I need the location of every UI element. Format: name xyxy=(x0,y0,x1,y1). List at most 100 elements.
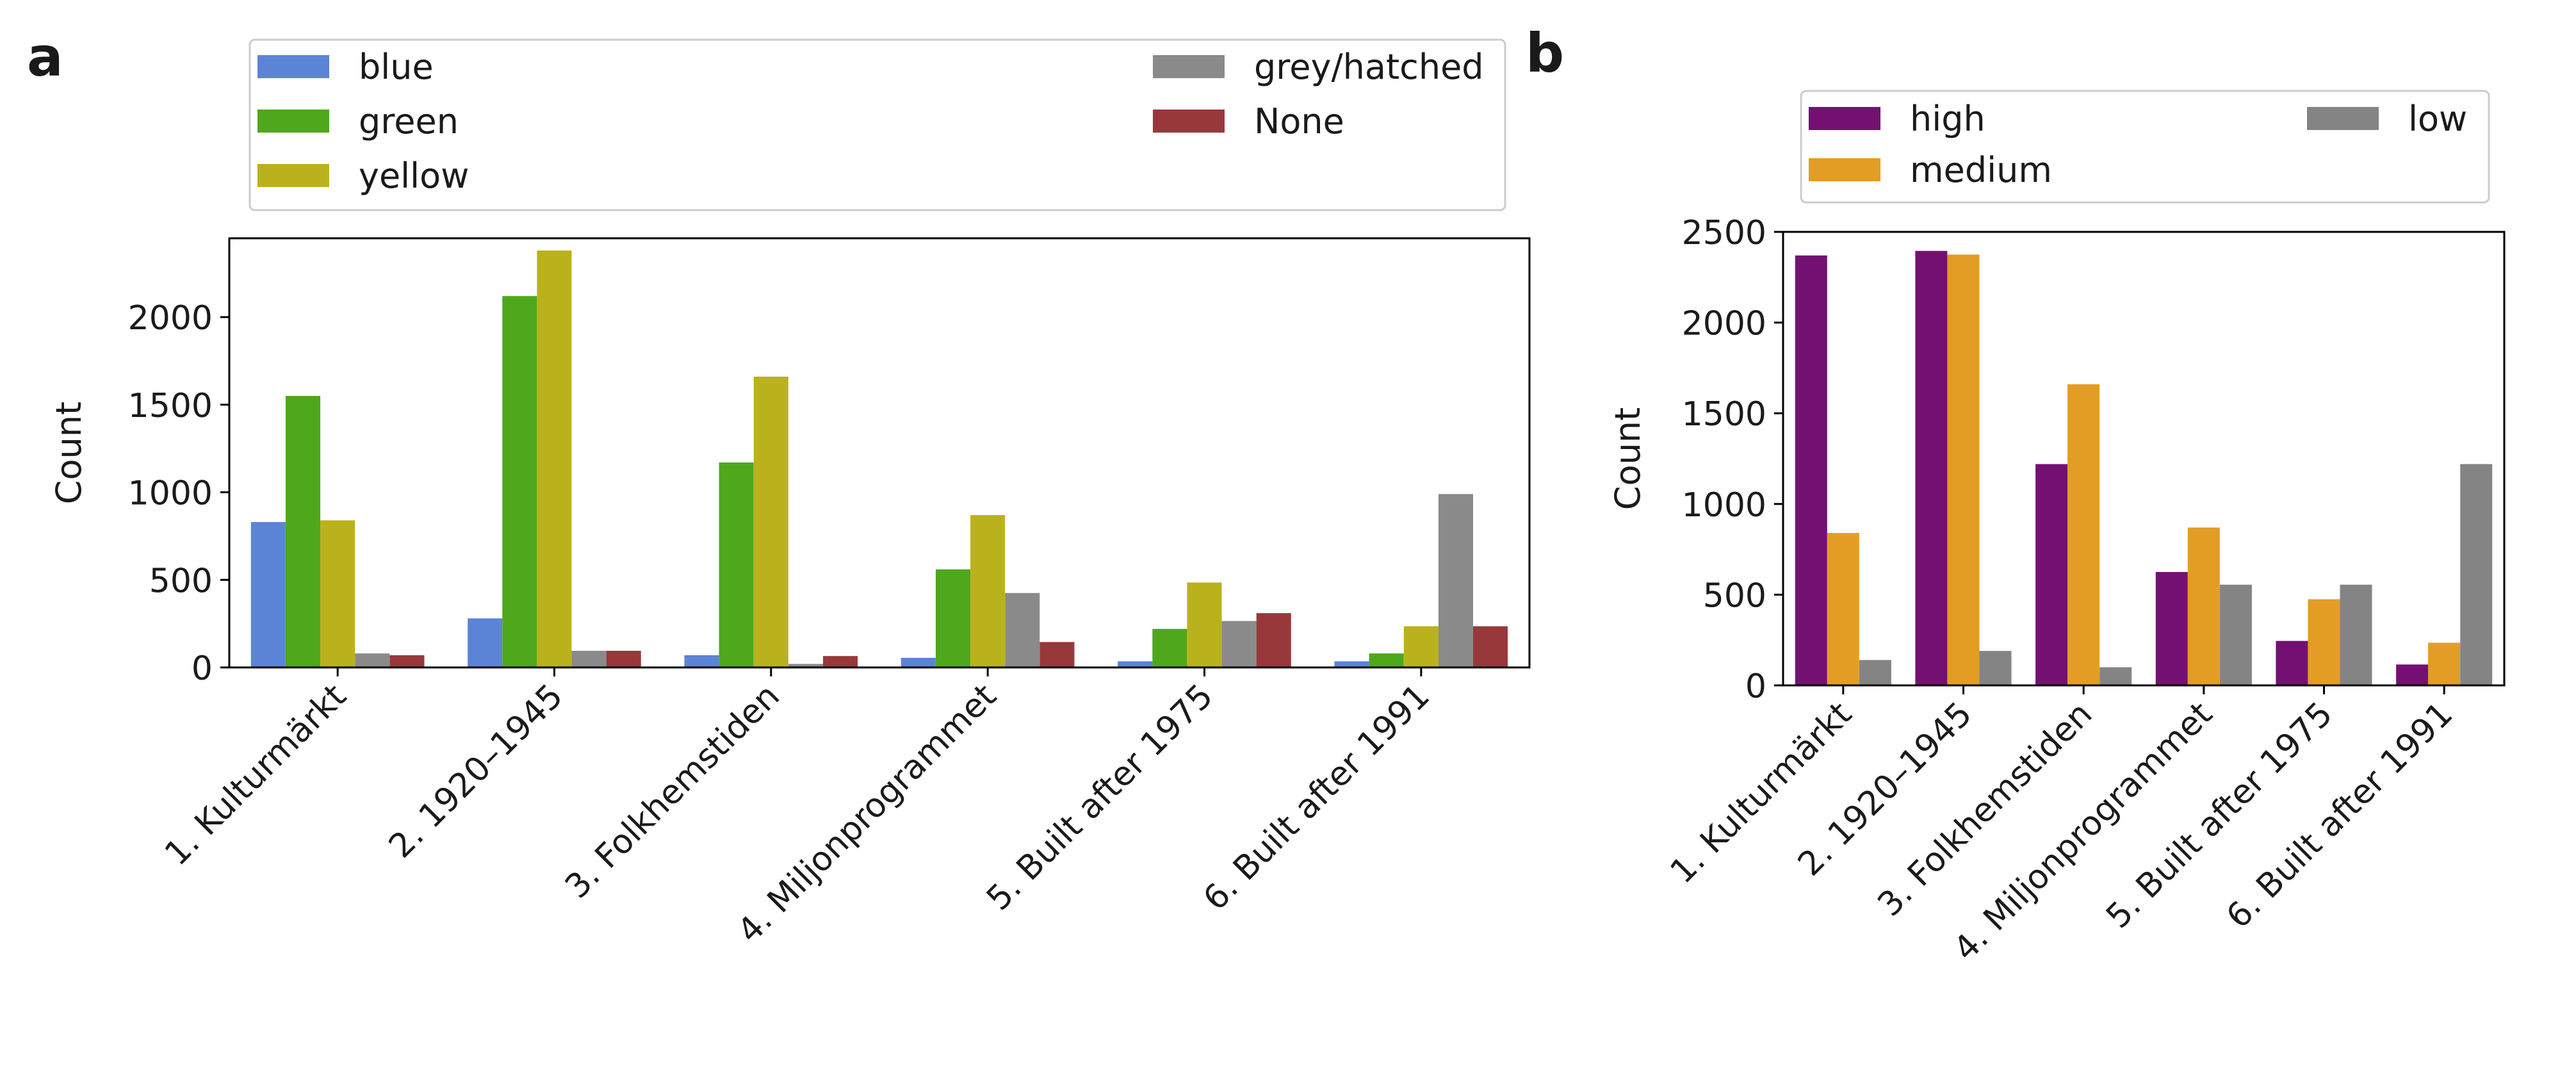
legend-item: medium xyxy=(1809,150,2052,190)
bar xyxy=(2276,641,2308,685)
bar xyxy=(719,462,754,667)
legend-swatch xyxy=(1809,107,1880,130)
bar xyxy=(1005,593,1040,667)
bar xyxy=(2396,664,2429,685)
y-tick-label: 500 xyxy=(1703,576,1766,615)
plot-frame xyxy=(1782,231,2506,687)
y-tick-label: 1000 xyxy=(1682,486,1766,525)
bar xyxy=(1827,533,1859,685)
series-none xyxy=(389,613,1508,667)
series-low xyxy=(1859,464,2493,685)
legend-swatch xyxy=(2307,107,2379,130)
bar xyxy=(936,569,971,667)
panel-letter: b xyxy=(1526,22,1564,85)
bar xyxy=(1187,582,1222,667)
legend-swatch xyxy=(257,110,329,133)
legend-box xyxy=(249,38,1506,211)
legend-item: green xyxy=(257,101,459,142)
bar xyxy=(684,655,719,667)
legend-swatch xyxy=(257,164,329,187)
x-tick-label: 6. Built after 1991 xyxy=(1196,677,1438,919)
x-tick-label: 5. Built after 1975 xyxy=(979,677,1221,919)
bar xyxy=(2099,667,2132,685)
bar xyxy=(2035,464,2068,685)
x-tick-label: 5. Built after 1975 xyxy=(2099,695,2340,936)
bar xyxy=(1473,626,1508,667)
bar xyxy=(537,250,572,668)
bar xyxy=(1221,621,1257,667)
legend-label: yellow xyxy=(359,156,469,196)
y-tick-label: 500 xyxy=(149,562,213,600)
bar xyxy=(286,396,321,667)
bar xyxy=(788,664,823,667)
bar xyxy=(1369,653,1404,667)
bar xyxy=(502,296,537,667)
bar xyxy=(389,655,425,667)
series-high xyxy=(1795,250,2429,685)
x-tick-label: 2. 1920–1945 xyxy=(382,677,571,866)
y-tick-label: 0 xyxy=(1745,667,1766,706)
bar xyxy=(571,651,607,667)
legend-item: None xyxy=(1153,101,1344,142)
series-blue xyxy=(250,522,1369,667)
bar xyxy=(823,656,858,667)
legend-swatch xyxy=(1153,110,1225,133)
legend-label: None xyxy=(1254,101,1344,142)
bar xyxy=(468,618,503,667)
bar xyxy=(2340,584,2372,685)
legend-label: blue xyxy=(359,47,434,87)
y-tick-label: 0 xyxy=(192,650,213,688)
x-tick-label: 3. Folkhemstiden xyxy=(1871,695,2100,924)
bar xyxy=(2460,464,2493,685)
legend-item: low xyxy=(2307,99,2467,139)
x-tick-label: 1. Kulturmärkt xyxy=(158,677,354,873)
y-tick-label: 1500 xyxy=(1682,395,1766,434)
bar xyxy=(2155,572,2188,685)
bar xyxy=(2187,527,2220,685)
legend-label: high xyxy=(1910,99,1985,139)
legend-item: yellow xyxy=(257,156,469,196)
bar xyxy=(1915,250,1948,685)
legend-item: blue xyxy=(257,47,434,87)
bar xyxy=(1334,661,1369,667)
legend-swatch xyxy=(1809,158,1880,181)
series-grey-hatched xyxy=(355,494,1473,667)
legend-item: grey/hatched xyxy=(1153,47,1484,87)
x-tick-label: 3. Folkhemstiden xyxy=(558,677,787,906)
bar xyxy=(1947,254,1980,685)
bar xyxy=(1979,651,2012,685)
legend-swatch xyxy=(257,55,329,78)
y-axis-label: Count xyxy=(1608,407,1648,510)
chart-panel-a: a 0 500 1000 1500 2000 Count 1. Kulturmärkt 2. 1… xyxy=(27,26,1531,951)
y-tick-label: 1000 xyxy=(128,475,213,513)
bar xyxy=(2067,384,2100,685)
legend-label: low xyxy=(2408,99,2467,139)
panel-letter: a xyxy=(27,26,63,88)
bar xyxy=(606,651,641,667)
x-tick-label: 6. Built after 1991 xyxy=(2219,695,2461,936)
bar xyxy=(1256,613,1291,667)
bar xyxy=(1152,628,1187,667)
bar xyxy=(2308,599,2340,685)
legend-box xyxy=(1800,90,2490,204)
series-medium xyxy=(1827,254,2461,685)
legend-item: high xyxy=(1809,99,1985,139)
bar xyxy=(2219,584,2252,685)
y-tick-label: 2000 xyxy=(1682,305,1766,343)
legend-swatch xyxy=(1153,55,1225,78)
y-tick-label: 1500 xyxy=(128,387,213,425)
bar xyxy=(1118,661,1153,667)
series-green xyxy=(286,296,1404,667)
bar xyxy=(1039,642,1075,667)
bar xyxy=(1795,255,1827,685)
bar xyxy=(355,653,390,667)
legend-label: medium xyxy=(1910,150,2052,190)
legend-label: grey/hatched xyxy=(1254,47,1484,87)
bar xyxy=(1403,626,1439,667)
y-tick-label: 2500 xyxy=(1682,214,1766,252)
bar xyxy=(250,522,286,667)
series-yellow xyxy=(320,250,1439,668)
bar xyxy=(901,658,936,667)
bar xyxy=(970,515,1006,667)
